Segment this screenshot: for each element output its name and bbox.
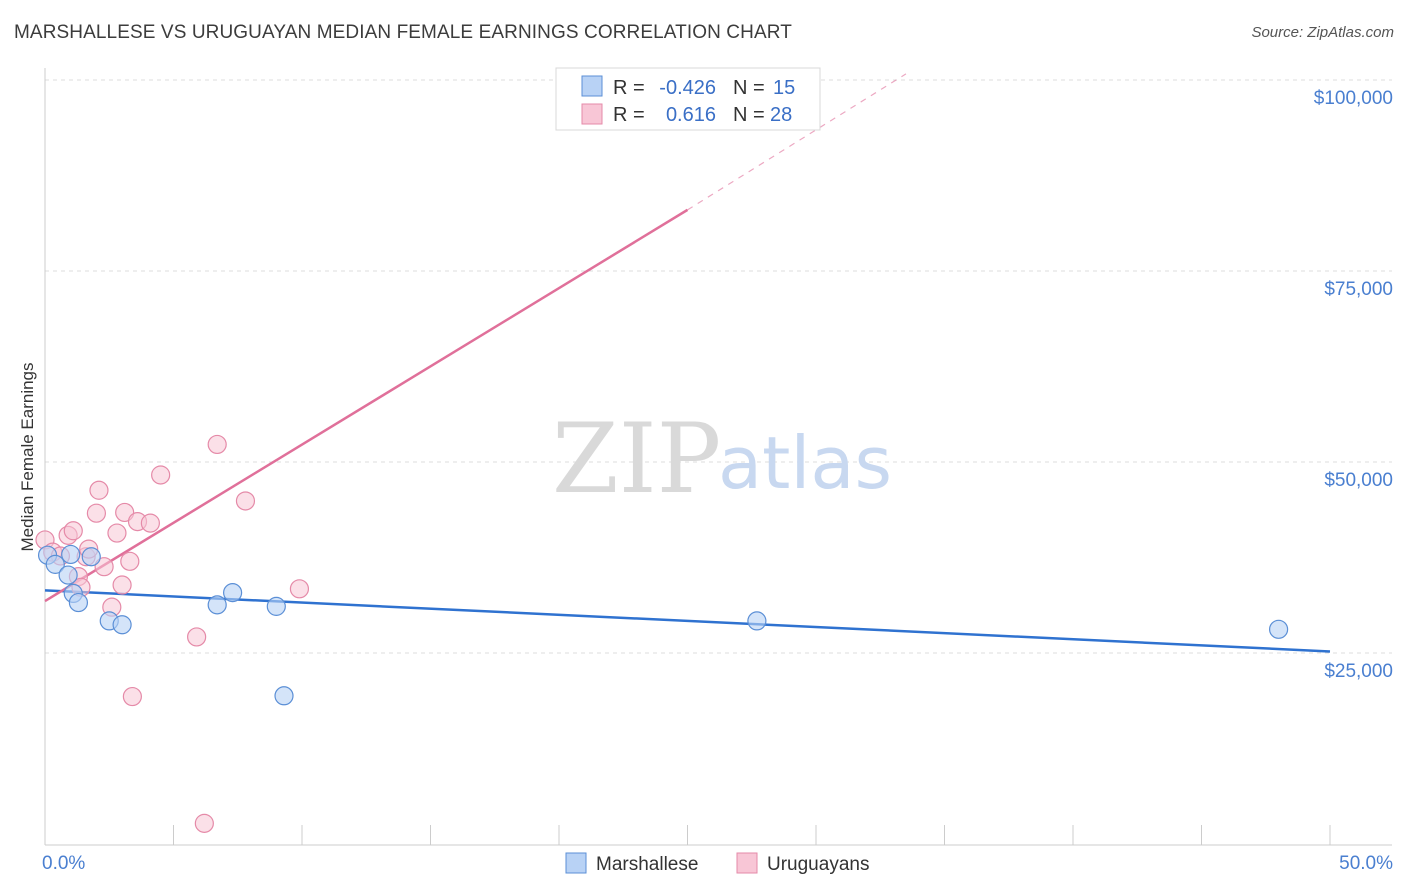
trend-line-marshallese xyxy=(44,589,1331,653)
bottom-legend-swatch-uruguayan xyxy=(736,852,758,874)
uruguayan-point-14 xyxy=(112,575,132,595)
marshallese-point-12 xyxy=(274,686,294,706)
trend-line-uruguayan xyxy=(44,208,689,603)
legend-n-label-1: N = xyxy=(733,77,765,99)
uruguayan-point-10 xyxy=(89,480,109,500)
y-tick-label-2: $75,000 xyxy=(1324,279,1393,300)
marshallese-point-10 xyxy=(223,583,243,603)
legend-n-value-2: 28 xyxy=(770,104,792,126)
data-points xyxy=(35,70,1289,833)
series-legend: Marshallese Uruguayans xyxy=(565,852,869,875)
bottom-legend-swatch-marshallese xyxy=(565,852,587,874)
legend-n-label-2: N = xyxy=(733,104,765,126)
legend-n-value-1: 15 xyxy=(773,77,795,99)
uruguayan-point-19 xyxy=(140,513,160,533)
marshallese-point-5 xyxy=(68,592,89,613)
y-tick-label-3: $100,000 xyxy=(1314,88,1393,109)
y-axis-label: Median Female Earnings xyxy=(18,363,37,552)
legend-r-label-2: R = xyxy=(613,104,645,126)
y-tick-labels: $25,000 $50,000 $75,000 $100,000 xyxy=(1314,88,1393,682)
uruguayan-point-11 xyxy=(94,557,114,577)
y-tick-label-0: $25,000 xyxy=(1324,661,1393,682)
bottom-legend-marshallese: Marshallese xyxy=(596,854,698,875)
marshallese-point-1 xyxy=(45,554,65,574)
uruguayan-point-21 xyxy=(187,627,207,647)
uruguayan-point-9 xyxy=(86,503,107,523)
watermark: ZIP atlas xyxy=(552,403,892,515)
uruguayan-point-13 xyxy=(107,523,127,543)
x-tick-label-1: 50.0% xyxy=(1339,853,1393,874)
marshallese-point-9 xyxy=(207,595,227,615)
correlation-legend: R = -0.426 N = 15 R = 0.616 N = 28 xyxy=(555,67,821,131)
watermark-zip: ZIP xyxy=(552,403,721,515)
marshallese-point-2 xyxy=(61,544,81,565)
legend-r-value-1: -0.426 xyxy=(659,77,716,99)
marshallese-point-6 xyxy=(81,547,101,567)
legend-r-label-1: R = xyxy=(613,77,645,99)
axes xyxy=(44,68,1392,846)
uruguayan-point-25 xyxy=(289,579,310,599)
marshallese-point-8 xyxy=(112,615,132,635)
marshallese-point-13 xyxy=(747,611,767,631)
chart-title: MARSHALLESE VS URUGUAYAN MEDIAN FEMALE E… xyxy=(14,22,792,43)
uruguayan-point-17 xyxy=(122,686,142,707)
legend-r-value-2: 0.616 xyxy=(666,104,716,126)
gridlines xyxy=(45,79,1392,654)
watermark-atlas: atlas xyxy=(718,421,892,505)
x-tick-labels: 0.0% 50.0% xyxy=(42,853,1393,874)
uruguayan-point-4 xyxy=(63,521,83,541)
uruguayan-point-20 xyxy=(151,465,171,485)
source-label: Source: ZipAtlas.com xyxy=(1251,24,1394,41)
y-tick-label-1: $50,000 xyxy=(1324,470,1393,491)
uruguayan-point-16 xyxy=(120,551,140,571)
marshallese-point-11 xyxy=(266,596,286,616)
legend-swatch-uruguayan xyxy=(581,103,603,125)
legend-swatch-marshallese xyxy=(581,75,603,97)
marshallese-point-3 xyxy=(58,565,78,585)
uruguayan-point-22 xyxy=(194,813,214,833)
x-tick-label-0: 0.0% xyxy=(42,853,85,874)
uruguayan-point-24 xyxy=(235,491,256,511)
bottom-legend-uruguayans: Uruguayans xyxy=(767,854,869,875)
marshallese-point-14 xyxy=(1268,619,1289,639)
trend-lines xyxy=(44,73,1331,653)
uruguayan-point-23 xyxy=(207,434,227,455)
